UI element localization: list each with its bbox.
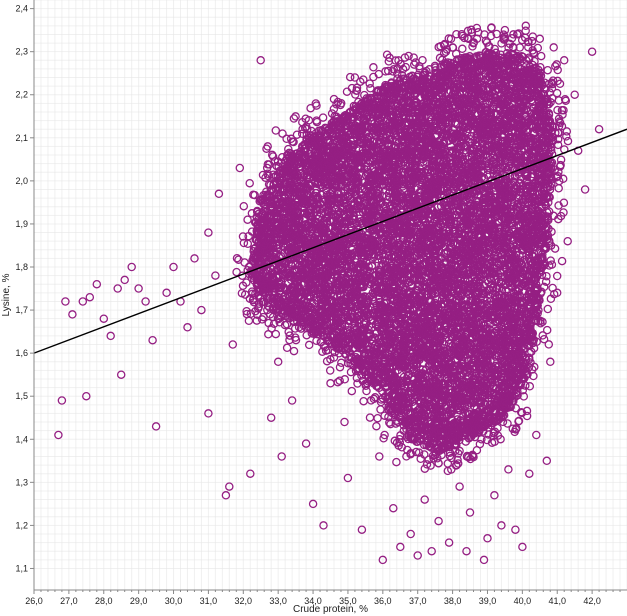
data-points <box>54 21 604 565</box>
